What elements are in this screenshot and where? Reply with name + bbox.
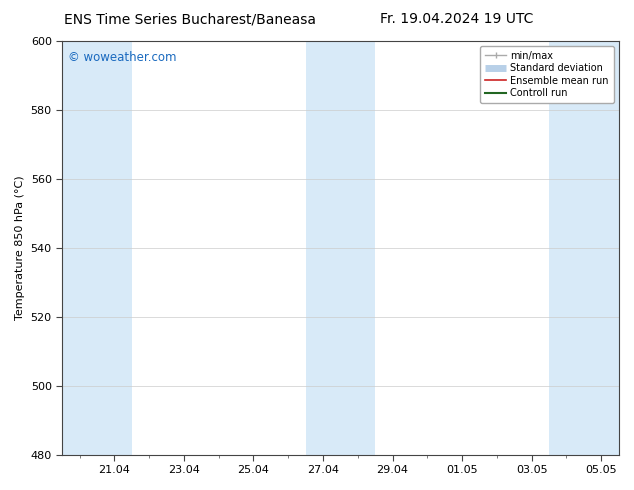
Bar (549, 41, 619, 455)
Text: © woweather.com: © woweather.com (68, 51, 176, 64)
Y-axis label: Temperature 850 hPa (°C): Temperature 850 hPa (°C) (15, 175, 25, 320)
Text: ENS Time Series Bucharest/Baneasa: ENS Time Series Bucharest/Baneasa (64, 12, 316, 26)
Bar (306, 41, 375, 455)
Bar (62, 41, 132, 455)
Text: Fr. 19.04.2024 19 UTC: Fr. 19.04.2024 19 UTC (380, 12, 533, 26)
Legend: min/max, Standard deviation, Ensemble mean run, Controll run: min/max, Standard deviation, Ensemble me… (480, 46, 614, 103)
